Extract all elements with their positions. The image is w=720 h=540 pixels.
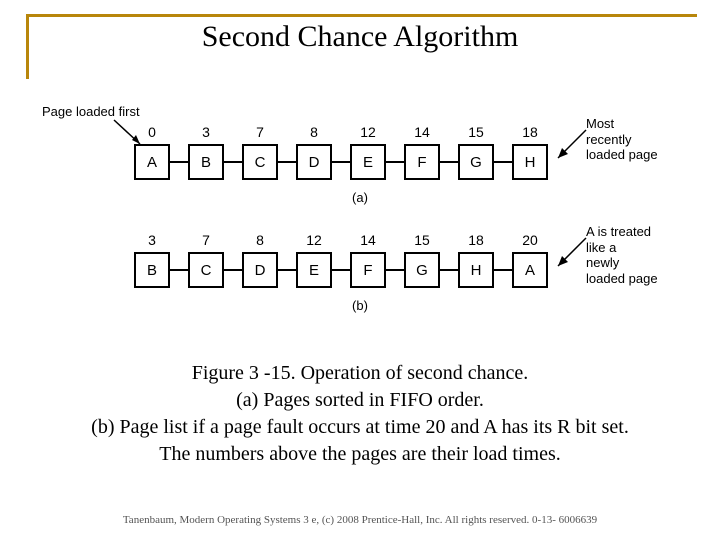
box-link — [386, 161, 404, 163]
box: 12E — [296, 252, 332, 288]
box-num: 8 — [298, 124, 330, 140]
box-link — [278, 161, 296, 163]
box-num: 14 — [352, 232, 384, 248]
box-num: 12 — [352, 124, 384, 140]
box-link — [224, 161, 242, 163]
box-link — [440, 269, 458, 271]
box-link — [224, 269, 242, 271]
diagram: Page loaded first 0A 3B 7C 8D 12E 14F 15… — [60, 118, 660, 316]
box-num: 7 — [244, 124, 276, 140]
box-link — [494, 269, 512, 271]
row-a: Page loaded first 0A 3B 7C 8D 12E 14F 15… — [60, 118, 660, 208]
row-label-a: (a) — [60, 190, 660, 205]
box-num: 14 — [406, 124, 438, 140]
box-num: 20 — [514, 232, 546, 248]
slide-title: Second Chance Algorithm — [0, 20, 720, 54]
box-num: 7 — [190, 232, 222, 248]
box-num: 0 — [136, 124, 168, 140]
box-letter: D — [255, 262, 266, 279]
annot-a-treated: A is treated like a newly loaded page — [586, 224, 660, 286]
caption-line: (b) Page list if a page fault occurs at … — [91, 416, 629, 438]
box-letter: B — [147, 262, 157, 279]
figure-caption: Figure 3 -15. Operation of second chance… — [0, 360, 720, 468]
box-letter: G — [470, 154, 482, 171]
box-letter: E — [309, 262, 319, 279]
box-link — [494, 161, 512, 163]
box-num: 8 — [244, 232, 276, 248]
box: 20A — [512, 252, 548, 288]
box: 18H — [458, 252, 494, 288]
box: 15G — [404, 252, 440, 288]
box: 3B — [188, 144, 224, 180]
box-num: 3 — [190, 124, 222, 140]
box-link — [386, 269, 404, 271]
box: 14F — [404, 144, 440, 180]
box-link — [440, 161, 458, 163]
box: 3B — [134, 252, 170, 288]
box-letter: B — [201, 154, 211, 171]
box: 15G — [458, 144, 494, 180]
box-link — [170, 269, 188, 271]
box-letter: C — [201, 262, 212, 279]
box-letter: G — [416, 262, 428, 279]
boxes-b: 3B 7C 8D 12E 14F 15G 18H 20A — [134, 252, 548, 288]
box-num: 15 — [460, 124, 492, 140]
box-num: 15 — [406, 232, 438, 248]
box: 14F — [350, 252, 386, 288]
box-num: 18 — [514, 124, 546, 140]
caption-line: The numbers above the pages are their lo… — [159, 443, 561, 465]
arrow-right-b — [550, 234, 590, 270]
box: 8D — [296, 144, 332, 180]
box-letter: H — [525, 154, 536, 171]
box-letter: A — [525, 262, 535, 279]
box: 18H — [512, 144, 548, 180]
annot-most-recent: Most recently loaded page — [586, 116, 660, 163]
box-link — [332, 161, 350, 163]
box-link — [170, 161, 188, 163]
arrow-right-a — [550, 126, 590, 162]
box: 8D — [242, 252, 278, 288]
row-b: 3B 7C 8D 12E 14F 15G 18H 20A A is treate… — [60, 226, 660, 316]
box-num: 3 — [136, 232, 168, 248]
caption-line: (a) Pages sorted in FIFO order. — [236, 389, 484, 411]
caption-line: Figure 3 -15. Operation of second chance… — [192, 362, 529, 384]
copyright-footer: Tanenbaum, Modern Operating Systems 3 e,… — [0, 514, 720, 526]
box-letter: A — [147, 154, 157, 171]
row-label-b: (b) — [60, 298, 660, 313]
box-letter: F — [417, 154, 426, 171]
box-link — [278, 269, 296, 271]
box-num: 18 — [460, 232, 492, 248]
boxes-a: 0A 3B 7C 8D 12E 14F 15G 18H — [134, 144, 548, 180]
box: 7C — [188, 252, 224, 288]
box-letter: E — [363, 154, 373, 171]
box-link — [332, 269, 350, 271]
box-letter: F — [363, 262, 372, 279]
box-letter: C — [255, 154, 266, 171]
box-letter: H — [471, 262, 482, 279]
box: 0A — [134, 144, 170, 180]
box-letter: D — [309, 154, 320, 171]
box-num: 12 — [298, 232, 330, 248]
box: 12E — [350, 144, 386, 180]
box: 7C — [242, 144, 278, 180]
